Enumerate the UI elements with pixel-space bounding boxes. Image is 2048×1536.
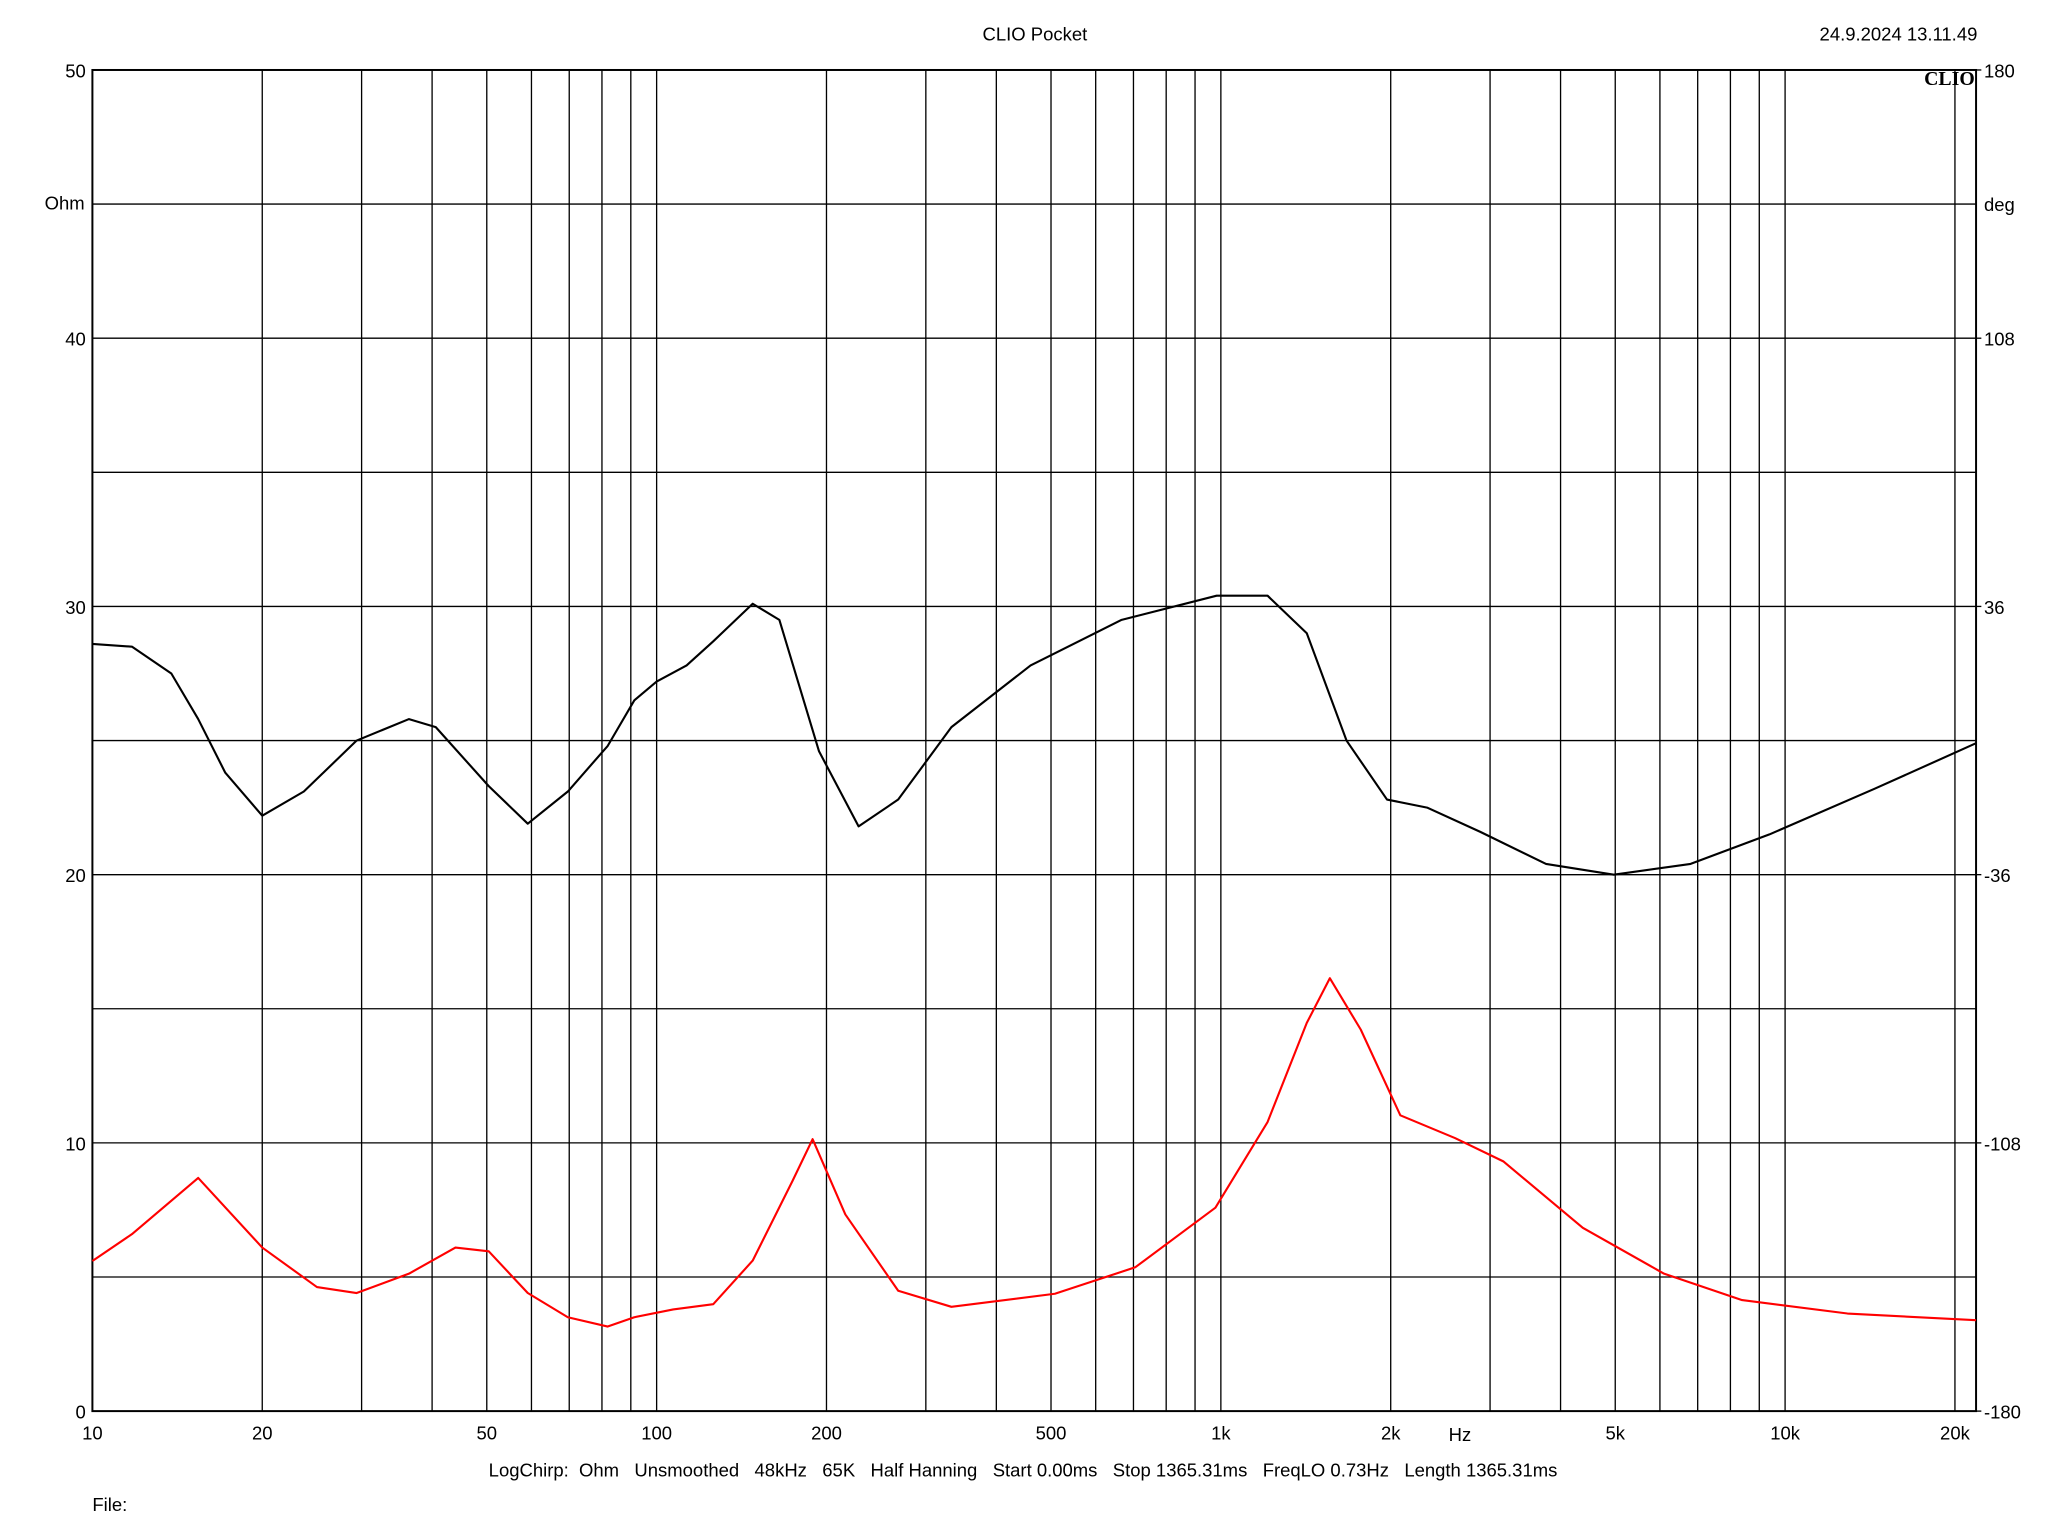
y-tick-label: 10 — [65, 1133, 86, 1154]
x-tick-label: 10 — [82, 1423, 103, 1444]
y-axis-label: Ohm — [45, 192, 85, 213]
y2-axis-label: deg — [1984, 194, 2015, 215]
y-tick-label: 40 — [65, 329, 86, 350]
data-line — [92, 594, 1977, 876]
file-label: File: — [92, 1494, 127, 1515]
x-tick-label: 2k — [1381, 1423, 1401, 1444]
x-tick-label: 500 — [1036, 1423, 1067, 1444]
y2-tick-label: -36 — [1984, 865, 2011, 886]
y2-tick-label: -108 — [1984, 1133, 2021, 1154]
x-tick-label: 1k — [1211, 1423, 1231, 1444]
x-tick-label: 10k — [1770, 1423, 1801, 1444]
y-tick-label: 50 — [65, 60, 86, 81]
y2-tick-label: 108 — [1984, 329, 2015, 350]
y2-tick-label: -180 — [1984, 1402, 2021, 1423]
x-tick-label: 100 — [641, 1423, 672, 1444]
x-tick-label: 50 — [477, 1423, 498, 1444]
y2-tick-label: 180 — [1984, 60, 2015, 81]
y-tick-label: 30 — [65, 597, 86, 618]
date: 24.9.2024 13.11.49 — [1820, 24, 1978, 45]
footer: LogChirp: Ohm Unsmoothed 48kHz 65K Half … — [489, 1460, 1558, 1481]
y2-tick-label: 36 — [1984, 597, 2005, 618]
y-tick-label: 0 — [76, 1402, 86, 1423]
chart-title: CLIO Pocket — [983, 24, 1088, 45]
x-tick-label: 5k — [1605, 1423, 1625, 1444]
x-axis-label: Hz — [1449, 1424, 1472, 1445]
x-tick-label: 20 — [252, 1423, 273, 1444]
data-line — [91, 977, 1977, 1328]
x-tick-label: 20k — [1940, 1423, 1971, 1444]
y-tick-label: 20 — [65, 865, 86, 886]
logo: CLIO — [1924, 68, 1975, 90]
x-tick-label: 200 — [811, 1423, 842, 1444]
